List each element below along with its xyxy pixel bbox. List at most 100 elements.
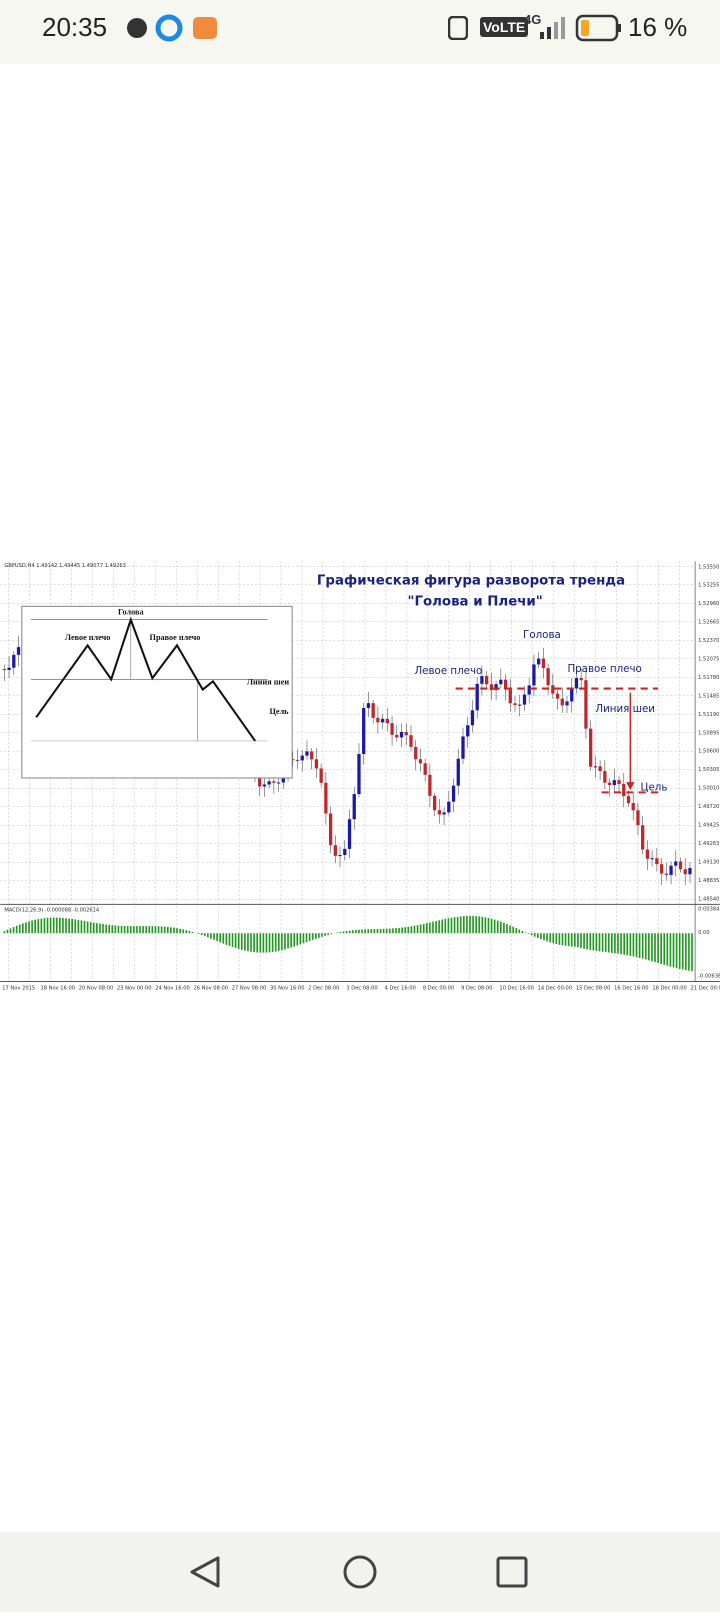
candle xyxy=(570,688,573,701)
price-label: 1.50010 xyxy=(698,786,719,792)
candle xyxy=(438,810,441,814)
macd-bar xyxy=(281,933,283,950)
inset-target: Цель xyxy=(270,707,290,716)
candle xyxy=(409,735,412,747)
date-label: 2 Dec 08:00 xyxy=(308,986,339,992)
macd-bar xyxy=(321,933,323,937)
macd-bar xyxy=(599,933,601,951)
candle xyxy=(461,736,464,758)
candle xyxy=(3,669,6,670)
macd-bar xyxy=(53,918,55,934)
notification-icons xyxy=(125,14,221,42)
macd-bar xyxy=(108,925,110,933)
macd-bar xyxy=(460,916,462,933)
macd-bar xyxy=(145,926,147,933)
price-label: 1.49263 xyxy=(698,841,719,847)
macd-bar xyxy=(426,923,428,933)
macd-info: MACD(12,26,9) -0.000088 -0.002614 xyxy=(4,908,99,914)
candle xyxy=(565,701,568,705)
date-label: 23 Nov 00:00 xyxy=(117,986,152,992)
macd-bar xyxy=(296,933,298,945)
macd-bar xyxy=(312,933,314,940)
macd-bar xyxy=(142,926,144,933)
candle xyxy=(343,849,346,855)
macd-bar xyxy=(386,929,388,933)
macd-bar xyxy=(121,926,123,933)
macd-bar xyxy=(226,933,228,945)
candle xyxy=(594,766,597,767)
macd-bar xyxy=(130,926,132,933)
macd-bar xyxy=(670,933,672,966)
macd-bar xyxy=(395,928,397,933)
macd-bar xyxy=(343,931,345,933)
macd-bar xyxy=(374,929,376,933)
macd-bar xyxy=(355,930,357,933)
macd-bar xyxy=(250,933,252,952)
macd-bar xyxy=(111,925,113,933)
candle xyxy=(452,786,455,802)
macd-bar xyxy=(152,926,154,933)
macd-bar xyxy=(346,931,348,933)
date-label: 21 Dec 00:00 xyxy=(691,986,720,992)
candle xyxy=(324,783,327,814)
candle xyxy=(513,703,516,705)
symbol-info: GBPUSD,H4 1.49142 1.49445 1.49077 1.4926… xyxy=(4,563,126,569)
macd-bar xyxy=(216,933,218,941)
macd-bar xyxy=(337,933,339,934)
candle xyxy=(688,868,691,874)
inset-neckline: Линия шеи xyxy=(247,677,289,686)
macd-bar xyxy=(383,929,385,933)
macd-bar xyxy=(330,933,332,934)
date-label: 27 Nov 08:00 xyxy=(232,986,267,992)
candle xyxy=(419,759,422,763)
macd-bar xyxy=(105,924,107,933)
macd-bar xyxy=(56,918,58,934)
macd-bar xyxy=(481,917,483,933)
macd-bar xyxy=(127,926,129,933)
candle xyxy=(650,858,653,859)
macd-bar xyxy=(102,924,104,933)
macd-bar xyxy=(290,933,292,947)
candle xyxy=(400,732,403,737)
candle xyxy=(575,678,578,688)
macd-bar xyxy=(148,926,150,933)
macd-bar xyxy=(519,930,521,934)
candle xyxy=(433,796,436,810)
candle xyxy=(424,763,427,774)
macd-bar xyxy=(611,933,613,953)
macd-bar xyxy=(682,933,684,969)
macd-bar xyxy=(272,933,274,952)
macd-bar xyxy=(59,918,61,934)
macd-bar xyxy=(167,927,169,933)
macd-bar xyxy=(324,933,326,936)
recents-button[interactable] xyxy=(498,1558,526,1586)
macd-bar xyxy=(118,926,120,934)
candle xyxy=(684,869,687,874)
macd-bar xyxy=(537,933,539,938)
macd-bar xyxy=(99,924,101,934)
home-button[interactable] xyxy=(345,1557,375,1587)
candle xyxy=(457,759,460,786)
price-label: 1.48540 xyxy=(698,896,719,902)
candle xyxy=(665,874,668,875)
price-label: 1.51485 xyxy=(698,693,719,699)
date-label: 15 Dec 08:00 xyxy=(576,986,610,992)
macd-bar xyxy=(417,925,419,933)
macd-bar xyxy=(531,933,533,935)
macd-bar xyxy=(398,928,400,933)
candle xyxy=(556,694,559,699)
candle xyxy=(480,676,483,684)
macd-bar xyxy=(204,933,206,936)
macd-bar xyxy=(623,933,625,955)
back-button[interactable] xyxy=(192,1558,218,1586)
macd-bar xyxy=(630,933,632,956)
macd-bar xyxy=(198,933,200,934)
macd-bar xyxy=(50,918,52,934)
macd-bar xyxy=(654,933,656,962)
macd-bar xyxy=(577,933,579,947)
date-label: 14 Dec 00:00 xyxy=(538,986,572,992)
candle xyxy=(622,784,625,796)
macd-bar xyxy=(506,924,508,933)
chart-title: Графическая фигура разворота тренда xyxy=(317,574,625,589)
macd-bar xyxy=(22,923,24,933)
